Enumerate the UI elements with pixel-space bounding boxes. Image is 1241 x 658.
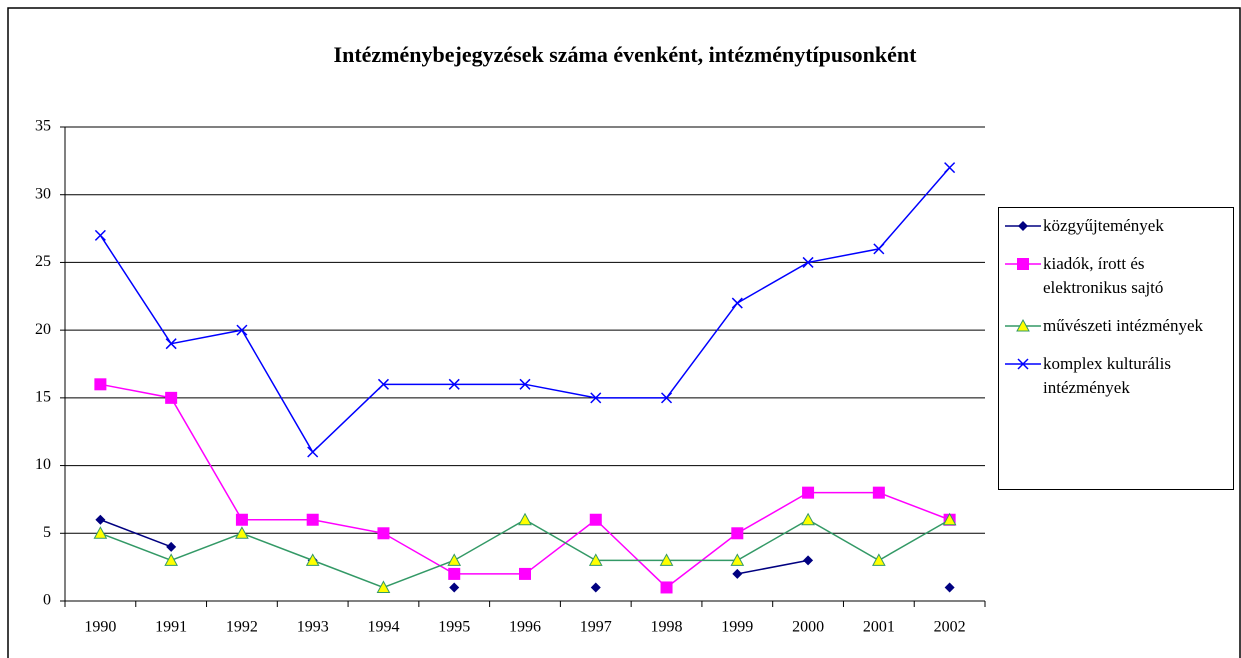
marker <box>235 513 248 526</box>
legend-swatch <box>1005 358 1041 370</box>
series-line <box>737 559 809 575</box>
x-tick-label: 1993 <box>297 619 329 636</box>
marker <box>1018 221 1028 231</box>
legend-entry: művészeti intézmények <box>1003 314 1229 338</box>
x-tick-label: 2001 <box>863 619 895 636</box>
legend: közgyűjtemények kiadók, írott és elektron… <box>998 207 1234 490</box>
marker <box>590 392 602 404</box>
marker <box>93 526 108 539</box>
marker <box>873 243 885 255</box>
marker <box>306 513 319 526</box>
marker <box>660 581 673 594</box>
marker <box>803 555 814 566</box>
marker <box>944 162 956 174</box>
marker <box>802 256 814 268</box>
marker <box>305 553 320 566</box>
marker <box>661 392 673 404</box>
marker <box>589 513 602 526</box>
marker <box>165 391 178 404</box>
marker <box>448 378 460 390</box>
marker <box>731 297 743 309</box>
marker <box>518 512 532 526</box>
x-tick-label: 1990 <box>84 619 116 636</box>
x-tick-label: 1994 <box>367 619 399 636</box>
marker <box>730 553 745 566</box>
y-tick-label: 5 <box>43 524 51 541</box>
x-tick-label: 1996 <box>509 619 541 636</box>
marker <box>872 553 886 566</box>
x-tick-label: 2002 <box>934 619 966 636</box>
y-tick-label: 35 <box>35 118 51 135</box>
marker <box>377 527 390 540</box>
series-line <box>100 519 172 548</box>
marker <box>1017 358 1029 370</box>
marker <box>94 378 107 391</box>
x-tick-label: 1995 <box>438 619 470 636</box>
marker <box>449 582 460 593</box>
y-tick-label: 20 <box>35 321 51 338</box>
marker <box>307 446 319 458</box>
legend-swatch <box>1005 258 1041 270</box>
marker <box>588 553 603 566</box>
x-tick-label: 1992 <box>226 619 258 636</box>
y-tick-label: 30 <box>35 185 51 202</box>
x-tick-label: 1998 <box>651 619 683 636</box>
marker <box>1016 318 1030 332</box>
marker <box>731 527 744 540</box>
marker <box>802 486 815 499</box>
legend-entry: kiadók, írott és elektronikus sajtó <box>1003 252 1229 300</box>
marker <box>942 512 957 526</box>
marker <box>447 553 462 566</box>
marker <box>590 582 601 593</box>
marker <box>801 512 815 526</box>
legend-swatch <box>1005 318 1041 332</box>
marker <box>872 486 885 499</box>
y-tick-label: 15 <box>35 389 51 406</box>
marker <box>95 514 106 525</box>
legend-label: kiadók, írott és elektronikus sajtó <box>1043 254 1164 297</box>
marker <box>165 338 177 350</box>
y-tick-label: 10 <box>35 456 51 473</box>
marker <box>164 553 178 566</box>
marker <box>235 526 249 539</box>
y-tick-label: 0 <box>43 592 51 609</box>
marker <box>944 582 955 593</box>
x-tick-label: 1997 <box>580 619 612 636</box>
marker <box>732 568 743 579</box>
legend-label: közgyűjtemények <box>1043 216 1164 235</box>
legend-entry: komplex kulturális intézmények <box>1003 352 1229 400</box>
marker <box>166 541 177 552</box>
chart-title: Intézménybejegyzések száma évenként, int… <box>334 42 918 67</box>
legend-label: művészeti intézmények <box>1043 316 1204 335</box>
marker <box>519 378 531 390</box>
legend-swatch <box>1005 221 1041 231</box>
marker <box>448 567 461 580</box>
marker <box>94 229 106 241</box>
legend-label: komplex kulturális intézmények <box>1043 354 1171 397</box>
marker <box>236 324 248 336</box>
x-tick-label: 2000 <box>792 619 824 636</box>
marker <box>1017 258 1029 270</box>
marker <box>377 378 389 390</box>
marker <box>519 567 531 580</box>
legend-entry: közgyűjtemények <box>1003 214 1229 238</box>
marker <box>659 553 674 566</box>
y-tick-label: 25 <box>35 253 51 270</box>
marker <box>376 580 391 593</box>
x-tick-label: 1991 <box>155 619 187 636</box>
x-tick-label: 1999 <box>721 619 753 636</box>
